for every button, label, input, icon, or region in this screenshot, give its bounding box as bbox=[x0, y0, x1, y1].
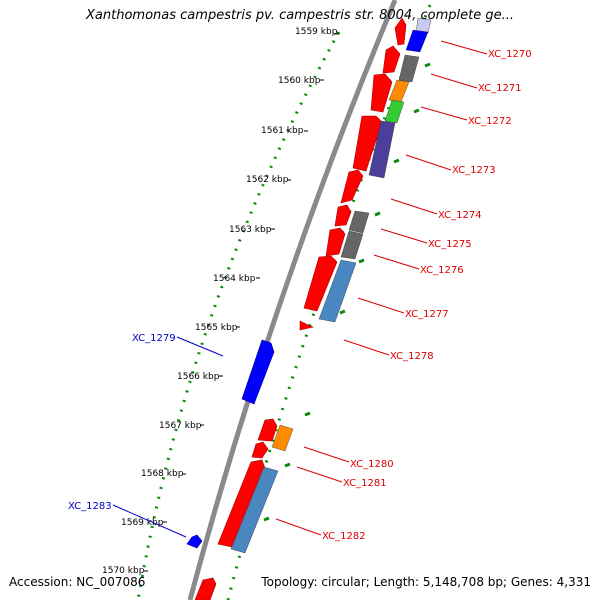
leader-xc1270 bbox=[440, 40, 488, 55]
leader-xc1283 bbox=[112, 504, 187, 538]
cog-box-steel-1277 bbox=[318, 259, 357, 323]
gene-feature-xc1270[interactable] bbox=[394, 17, 407, 46]
cog-box-purple-1273 bbox=[368, 120, 396, 179]
accession-text: Accession: NC_007086 bbox=[9, 575, 146, 589]
gene-feature-xc1277[interactable] bbox=[303, 255, 338, 312]
cog-box-gray-1275 bbox=[348, 210, 370, 234]
gene-feature-xc1283[interactable] bbox=[186, 534, 203, 549]
outer-track-dashes bbox=[263, 62, 431, 522]
leader-xc1280 bbox=[303, 446, 350, 463]
gene-label-xc1281[interactable]: XC_1281 bbox=[343, 478, 387, 489]
leader-xc1277 bbox=[357, 297, 405, 314]
gene-feature-xc1279[interactable] bbox=[241, 339, 275, 405]
map-title: Xanthomonas campestris pv. campestris st… bbox=[86, 8, 514, 23]
scale-tick: 1565 kbp bbox=[195, 323, 240, 333]
gene-feature-xc1272[interactable] bbox=[370, 73, 393, 113]
gene-feature-xc1280[interactable] bbox=[257, 418, 278, 442]
scale-tick-label: 1567 kbp bbox=[159, 421, 202, 431]
scale-ticks: 1559 kbp 1560 kbp 1561 kbp 1562 kbp 1563… bbox=[102, 27, 339, 576]
leader-xc1273 bbox=[405, 154, 452, 171]
gene-label-xc1273[interactable]: XC_1273 bbox=[452, 165, 496, 176]
scale-tick: 1567 kbp bbox=[159, 421, 204, 431]
scale-tick: 1559 kbp bbox=[295, 27, 339, 37]
scale-tick-label: 1563 kbp bbox=[229, 225, 272, 235]
scale-tick-label: 1566 kbp bbox=[177, 372, 220, 382]
scale-tick-label: 1559 kbp bbox=[295, 27, 338, 37]
gene-label-xc1277[interactable]: XC_1277 bbox=[405, 309, 449, 320]
genome-backbone bbox=[187, 0, 398, 600]
leader-lines bbox=[112, 40, 488, 538]
scale-tick: 1569 kbp bbox=[121, 518, 167, 528]
forward-gene-labels: XC_1270 XC_1271 XC_1272 XC_1273 XC_1274 … bbox=[322, 49, 532, 542]
cog-box-green-1272 bbox=[384, 99, 405, 124]
leader-xc1275 bbox=[380, 228, 428, 244]
genome-summary-text: Topology: circular; Length: 5,148,708 bp… bbox=[261, 575, 591, 589]
scale-tick-label: 1561 kbp bbox=[261, 126, 304, 136]
gene-label-xc1271[interactable]: XC_1271 bbox=[478, 83, 522, 94]
scale-tick-label: 1564 kbp bbox=[213, 274, 256, 284]
scale-tick-label: 1560 kbp bbox=[278, 76, 321, 86]
scale-tick: 1570 kbp bbox=[102, 566, 148, 576]
leader-xc1274 bbox=[390, 198, 438, 215]
gene-feature-xc1271[interactable] bbox=[382, 45, 401, 74]
gene-feature-xc1275[interactable] bbox=[334, 204, 352, 227]
gene-label-xc1276[interactable]: XC_1276 bbox=[420, 265, 464, 276]
gene-label-xc1272[interactable]: XC_1272 bbox=[468, 116, 512, 127]
gene-label-xc1274[interactable]: XC_1274 bbox=[438, 210, 482, 221]
cog-box-orange-1272 bbox=[388, 79, 410, 103]
scale-arc bbox=[136, 31, 341, 600]
scale-tick: 1564 kbp bbox=[213, 274, 260, 284]
forward-gene-features bbox=[194, 17, 407, 600]
gene-feature-xc1281[interactable] bbox=[251, 441, 269, 459]
leader-xc1281 bbox=[296, 466, 343, 483]
scale-tick: 1566 kbp bbox=[177, 372, 223, 382]
gene-feature-xc1278[interactable] bbox=[299, 320, 315, 331]
cog-box-steel-1282 bbox=[230, 466, 279, 554]
leader-xc1276 bbox=[373, 254, 420, 270]
reverse-gene-labels: XC_1279 XC_1283 bbox=[68, 333, 176, 512]
leader-xc1279 bbox=[176, 336, 224, 357]
scale-tick-label: 1565 kbp bbox=[195, 323, 238, 333]
leader-xc1282 bbox=[275, 518, 322, 536]
cog-box-blue bbox=[405, 29, 429, 53]
leader-xc1278 bbox=[343, 339, 390, 356]
scale-tick: 1563 kbp bbox=[229, 225, 275, 235]
scale-tick-label: 1569 kbp bbox=[121, 518, 164, 528]
scale-tick-label: 1568 kbp bbox=[141, 469, 184, 479]
reverse-gene-features bbox=[186, 339, 275, 549]
gene-label-xc1278[interactable]: XC_1278 bbox=[390, 351, 434, 362]
gene-feature-next[interactable] bbox=[194, 577, 217, 600]
gene-label-xc1270[interactable]: XC_1270 bbox=[488, 49, 532, 60]
cog-category-features bbox=[230, 17, 432, 554]
cog-box-gray-1276 bbox=[340, 230, 364, 260]
scale-tick: 1561 kbp bbox=[261, 126, 308, 136]
gene-label-xc1280[interactable]: XC_1280 bbox=[350, 459, 394, 470]
gene-label-xc1279[interactable]: XC_1279 bbox=[132, 333, 176, 344]
gene-feature-xc1276[interactable] bbox=[325, 227, 346, 257]
scale-tick: 1568 kbp bbox=[141, 469, 186, 479]
gene-feature-xc1274[interactable] bbox=[340, 169, 364, 204]
gene-label-xc1283[interactable]: XC_1283 bbox=[68, 501, 112, 512]
leader-xc1271 bbox=[430, 73, 478, 89]
scale-tick: 1562 kbp bbox=[246, 175, 291, 185]
cog-box-gray-1271 bbox=[398, 54, 420, 83]
gene-label-xc1275[interactable]: XC_1275 bbox=[428, 239, 472, 250]
scale-tick-label: 1570 kbp bbox=[102, 566, 145, 576]
scale-tick-label: 1562 kbp bbox=[246, 175, 289, 185]
cog-box-orange-1280 bbox=[271, 424, 294, 452]
cog-box-lavender bbox=[415, 17, 432, 34]
leader-xc1272 bbox=[420, 106, 468, 121]
scale-tick: 1560 kbp bbox=[278, 76, 324, 86]
gene-label-xc1282[interactable]: XC_1282 bbox=[322, 531, 366, 542]
gene-feature-xc1273[interactable] bbox=[352, 115, 383, 172]
